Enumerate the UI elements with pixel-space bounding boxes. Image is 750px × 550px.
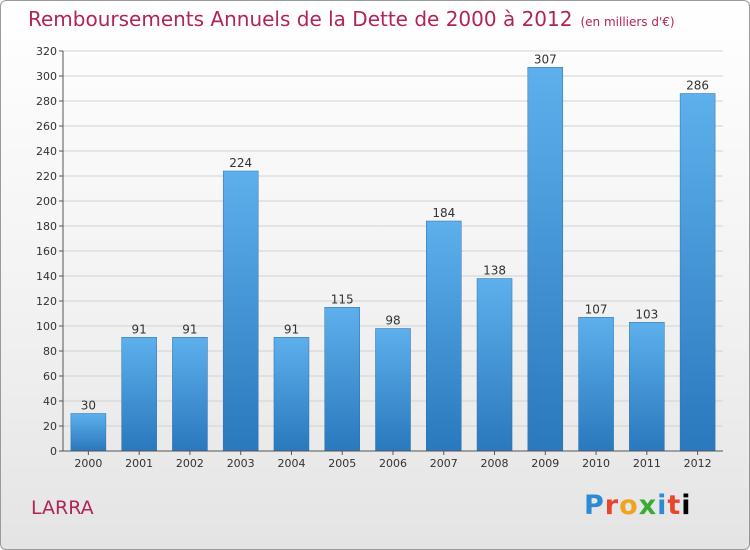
y-tick-label: 40	[43, 395, 57, 408]
y-tick-label: 80	[43, 345, 57, 358]
data-label-2010: 107	[585, 302, 608, 316]
bar-2004	[273, 337, 310, 452]
y-tick-label: 320	[36, 45, 57, 58]
brand-logo: Proxiti	[584, 490, 692, 521]
bar-2006	[375, 328, 411, 452]
x-tick-label-2008: 2008	[481, 457, 509, 470]
y-tick-label: 20	[43, 420, 57, 433]
bar-2000	[70, 413, 107, 452]
chart-unit: (en milliers d'€)	[580, 15, 675, 29]
x-tick-label-2001: 2001	[125, 457, 153, 470]
bar-2002	[172, 337, 208, 452]
x-tick-label-2000: 2000	[74, 457, 102, 470]
y-tick-label: 260	[36, 120, 57, 133]
y-tick-label: 100	[36, 320, 57, 333]
data-label-2008: 138	[483, 264, 506, 278]
x-tick-label-2003: 2003	[227, 457, 255, 470]
labels: 0 20 40 60 80 100 120 140 160 180 200 220 240 260 280 3…	[36, 45, 712, 470]
x-tick-label-2006: 2006	[379, 457, 407, 470]
bar-2011	[629, 322, 665, 452]
y-tick-label: 240	[36, 145, 57, 158]
y-tick-label: 0	[50, 445, 57, 458]
x-tick-label-2002: 2002	[176, 457, 204, 470]
data-label-2003: 224	[229, 156, 252, 170]
x-tick-label-2005: 2005	[328, 457, 356, 470]
data-label-2000: 30	[81, 399, 96, 413]
bar-2012	[679, 93, 716, 452]
bar-2005	[324, 307, 360, 452]
x-tick-label-2011: 2011	[633, 457, 661, 470]
x-tick-label-2004: 2004	[277, 457, 305, 470]
y-tick-label: 280	[36, 95, 57, 108]
y-tick-label: 180	[36, 220, 57, 233]
bar-2008	[476, 278, 513, 452]
y-tick-label: 60	[43, 370, 57, 383]
bar-2010	[578, 317, 614, 452]
y-tick-label: 120	[36, 295, 57, 308]
y-tick-label: 200	[36, 195, 57, 208]
commune-name: LARRA	[31, 497, 94, 519]
data-label-2006: 98	[385, 314, 400, 328]
y-tick-label: 300	[36, 70, 57, 83]
data-label-2005: 115	[331, 292, 354, 306]
data-label-2001: 91	[132, 322, 147, 336]
x-tick-label-2012: 2012	[684, 457, 712, 470]
y-tick-label: 220	[36, 170, 57, 183]
axes	[59, 50, 723, 455]
data-label-2011: 103	[635, 307, 658, 321]
bar-2007	[426, 220, 462, 452]
x-tick-label-2009: 2009	[531, 457, 559, 470]
chart-title-text: Remboursements Annuels de la Dette de 20…	[28, 7, 573, 31]
bar-2003	[222, 170, 259, 452]
y-tick-label: 140	[36, 270, 57, 283]
bar-2001	[121, 337, 157, 452]
data-label-2004: 91	[284, 322, 299, 336]
data-label-2009: 307	[534, 52, 557, 66]
chart-title: Remboursements Annuels de la Dette de 20…	[28, 7, 675, 31]
x-tick-label-2010: 2010	[582, 457, 610, 470]
data-label-2007: 184	[432, 206, 455, 220]
x-tick-label-2007: 2007	[430, 457, 458, 470]
data-label-2012: 286	[686, 79, 709, 93]
bars	[70, 67, 716, 452]
y-tick-label: 160	[36, 245, 57, 258]
data-label-2002: 91	[182, 322, 197, 336]
bar-2009	[527, 67, 564, 452]
